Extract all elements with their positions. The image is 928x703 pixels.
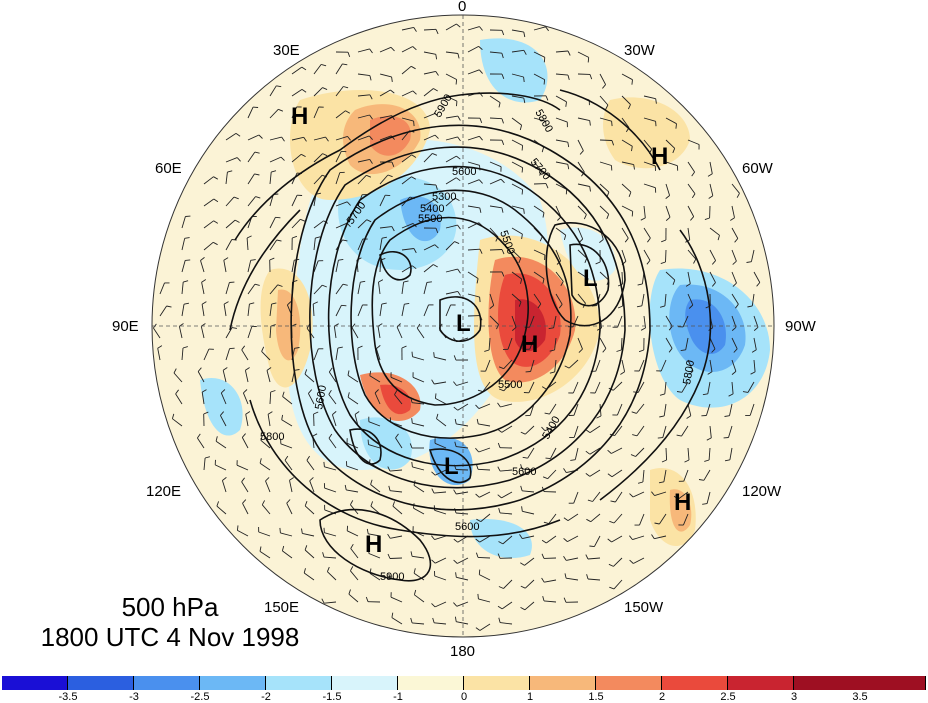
colorbar-segment bbox=[596, 676, 662, 690]
colorbar-tick-label: 2 bbox=[659, 691, 665, 703]
colorbar-tick-label: 0 bbox=[461, 691, 467, 703]
lon-label-60e: 60E bbox=[155, 160, 182, 177]
wind-barb-flag bbox=[456, 80, 457, 85]
colorbar-tick-label: 1 bbox=[527, 691, 533, 703]
contour-label: 5600 bbox=[452, 166, 476, 178]
colorbar-tick-label: -3 bbox=[129, 691, 139, 703]
wind-barb bbox=[600, 140, 612, 141]
level-label: 500 hPa bbox=[0, 592, 340, 622]
colorbar-tick-label: -1.5 bbox=[323, 691, 342, 703]
wind-barb-flag bbox=[632, 80, 633, 85]
wind-barb-flag bbox=[185, 260, 190, 261]
lon-label-30e: 30E bbox=[273, 42, 300, 59]
colorbar-tick-label: -2 bbox=[261, 691, 271, 703]
wind-barb-flag bbox=[480, 165, 481, 170]
wind-barb-flag bbox=[434, 352, 435, 357]
colorbar-segment bbox=[134, 676, 200, 690]
wind-barb-flag bbox=[237, 525, 238, 530]
lon-label-180: 180 bbox=[450, 643, 475, 660]
colorbar-segment bbox=[464, 676, 530, 690]
contour-label: 5800 bbox=[260, 431, 284, 443]
wind-barb-flag bbox=[341, 305, 346, 306]
wind-barb-flag bbox=[544, 57, 545, 62]
colorbar-tick-label: 3 bbox=[791, 691, 797, 703]
wind-barb-flag bbox=[478, 594, 479, 599]
high-center: H bbox=[365, 531, 382, 558]
wind-barb-flag bbox=[412, 352, 413, 357]
wind-barb bbox=[380, 260, 381, 272]
wind-barb bbox=[390, 558, 402, 559]
wind-barb-flag bbox=[522, 146, 523, 151]
colorbar-segment bbox=[200, 676, 266, 690]
lon-label-30w: 30W bbox=[624, 42, 656, 59]
wind-barb bbox=[622, 272, 623, 284]
lon-label-120w: 120W bbox=[742, 483, 782, 500]
wind-barb-flag bbox=[280, 528, 281, 533]
colorbar-segment bbox=[68, 676, 134, 690]
contour-label: 5300 bbox=[432, 191, 456, 203]
wind-barb-flag bbox=[588, 57, 589, 62]
wind-barb-flag bbox=[414, 121, 415, 126]
colorbar-tick-label: 1.5 bbox=[588, 691, 603, 703]
lon-label-120e: 120E bbox=[146, 483, 181, 500]
wind-barb-flag bbox=[435, 393, 436, 398]
lon-label-90e: 90E bbox=[112, 318, 139, 335]
colorbar-segment bbox=[662, 676, 728, 690]
high-center: H bbox=[521, 331, 538, 358]
wind-barb bbox=[666, 250, 667, 262]
contour-label: 5500 bbox=[498, 379, 522, 391]
low-center: L bbox=[456, 310, 471, 337]
wind-barb-flag bbox=[658, 438, 663, 439]
colorbar-segment bbox=[2, 676, 68, 690]
wind-barb-flag bbox=[524, 77, 525, 82]
high-center: H bbox=[674, 489, 691, 516]
wind-barb-flag bbox=[412, 462, 413, 467]
colorbar-segment bbox=[728, 676, 794, 690]
contour-label: 5600 bbox=[455, 521, 479, 533]
colorbar-segment bbox=[398, 676, 464, 690]
colorbar-tick-label: 2.5 bbox=[720, 691, 735, 703]
colorbar-segment bbox=[332, 676, 398, 690]
wind-barb-flag bbox=[589, 546, 594, 547]
lon-label-60w: 60W bbox=[742, 160, 774, 177]
lon-label-0: 0 bbox=[458, 0, 466, 15]
high-center: H bbox=[291, 103, 308, 130]
colorbar-tick-label: 3.5 bbox=[852, 691, 867, 703]
low-center: L bbox=[444, 453, 459, 480]
colorbar-segment bbox=[530, 676, 596, 690]
wind-barb-flag bbox=[275, 217, 280, 218]
wind-barb bbox=[666, 448, 667, 460]
plot-title: 500 hPa 1800 UTC 4 Nov 1998 bbox=[0, 592, 340, 652]
high-center: H bbox=[651, 143, 668, 170]
wind-barb-flag bbox=[676, 124, 677, 129]
wind-barb-flag bbox=[612, 121, 613, 126]
wind-barb-flag bbox=[427, 282, 432, 283]
colorbar-tick-label: -3.5 bbox=[59, 691, 78, 703]
wind-barb-flag bbox=[632, 211, 633, 216]
wind-barb bbox=[490, 250, 502, 251]
wind-barb-flag bbox=[522, 190, 523, 195]
wind-barb-flag bbox=[524, 209, 525, 214]
wind-barb-flag bbox=[480, 297, 481, 302]
low-center: L bbox=[583, 265, 598, 292]
wind-barb-flag bbox=[479, 570, 480, 575]
wind-barb bbox=[478, 557, 490, 558]
lon-label-90w: 90W bbox=[785, 318, 817, 335]
contour-label: 5400 bbox=[420, 203, 444, 215]
colorbar: -3.5 -3 -2.5 -2 -1.5 -1 0 1 1.5 2 2.5 3 3.5 bbox=[0, 674, 928, 702]
colorbar-tick-label: -2.5 bbox=[191, 691, 210, 703]
colorbar-segment bbox=[794, 676, 926, 690]
time-label: 1800 UTC 4 Nov 1998 bbox=[0, 622, 340, 652]
wind-barb-flag bbox=[546, 458, 551, 459]
lon-label-150w: 150W bbox=[624, 599, 664, 616]
colorbar-tick-label: -1 bbox=[393, 691, 403, 703]
colorbar-segment bbox=[266, 676, 332, 690]
contour-label: 5600 bbox=[512, 466, 536, 478]
contour-label: 5900 bbox=[380, 571, 404, 583]
wind-barb-flag bbox=[544, 80, 545, 85]
wind-barb-flag bbox=[522, 168, 523, 173]
wind-barb-flag bbox=[324, 462, 325, 467]
wind-barb-flag bbox=[412, 418, 413, 423]
